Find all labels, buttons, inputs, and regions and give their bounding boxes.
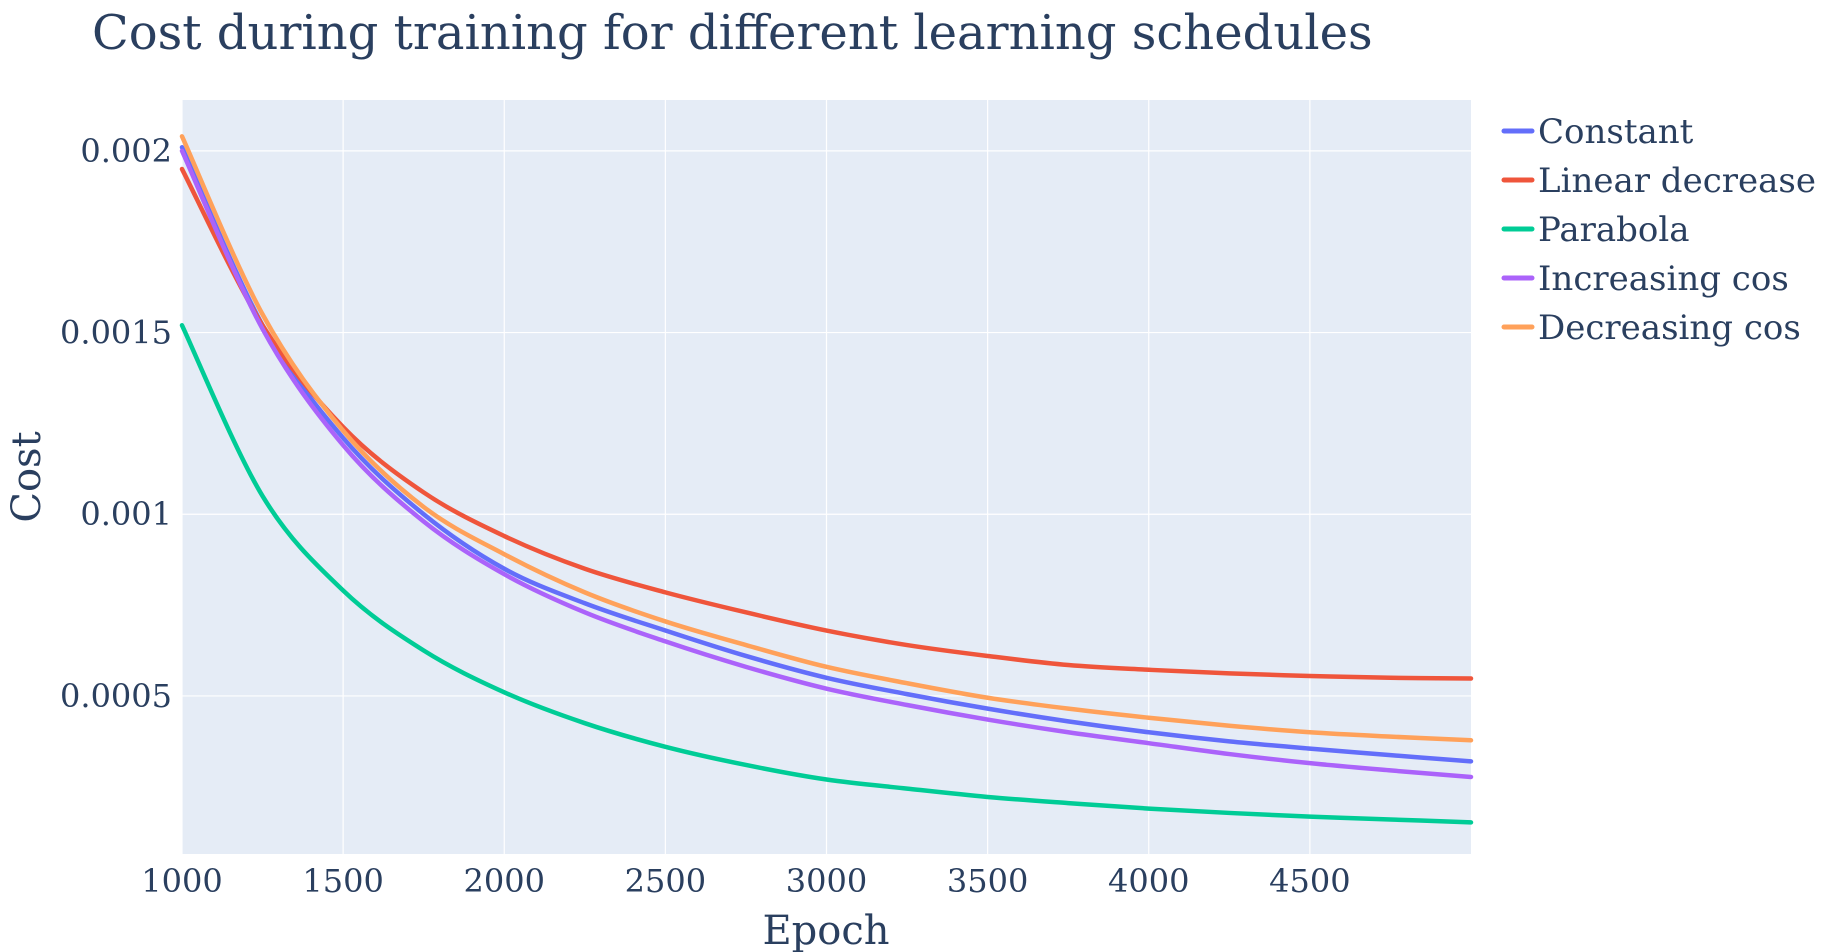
x-tick-label: 4500 xyxy=(1269,862,1350,900)
x-tick-label: 3000 xyxy=(786,862,867,900)
legend-label-linear-decrease: Linear decrease xyxy=(1538,161,1816,201)
series-line-constant xyxy=(179,144,1474,764)
series-line-linear-decrease xyxy=(179,166,1474,681)
chart-title: Cost during training for different learn… xyxy=(92,5,1373,61)
x-tick-label: 2000 xyxy=(464,862,545,900)
series-line-increasing-cos xyxy=(179,148,1474,780)
series-line-parabola xyxy=(179,323,1474,825)
legend-label-decreasing-cos: Decreasing cos xyxy=(1538,308,1801,348)
x-tick-label: 2500 xyxy=(625,862,706,900)
x-tick-label: 1500 xyxy=(302,862,383,900)
legend-label-parabola: Parabola xyxy=(1538,210,1690,250)
x-tick-label: 1000 xyxy=(141,862,222,900)
y-axis-title: Cost xyxy=(4,431,50,522)
series-lines xyxy=(179,134,1474,825)
y-tick-label: 0.002 xyxy=(80,132,172,170)
legend-label-constant: Constant xyxy=(1538,112,1694,152)
y-tick-label: 0.0005 xyxy=(60,677,172,715)
x-axis-title: Epoch xyxy=(762,908,889,952)
legend-label-increasing-cos: Increasing cos xyxy=(1538,259,1789,299)
y-tick-label: 0.001 xyxy=(80,495,172,533)
legend: Constant Linear decrease Parabola Increasin… xyxy=(1501,112,1816,348)
x-tick-label: 4000 xyxy=(1108,862,1189,900)
y-axis-ticks: 0.0005 0.001 0.0015 0.002 xyxy=(60,132,172,715)
grid-lines xyxy=(181,100,1471,854)
x-axis-ticks: 1000 1500 2000 2500 3000 3500 4000 4500 xyxy=(141,862,1350,900)
x-tick-label: 3500 xyxy=(947,862,1028,900)
y-tick-label: 0.0015 xyxy=(60,314,172,352)
series-line-decreasing-cos xyxy=(179,134,1474,743)
